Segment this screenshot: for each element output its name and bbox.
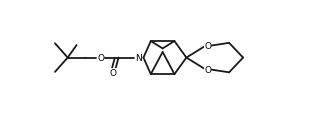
Text: O: O [110, 69, 117, 78]
Text: N: N [135, 54, 142, 63]
Text: O: O [204, 66, 211, 75]
Text: O: O [204, 42, 211, 51]
Text: O: O [97, 54, 104, 63]
